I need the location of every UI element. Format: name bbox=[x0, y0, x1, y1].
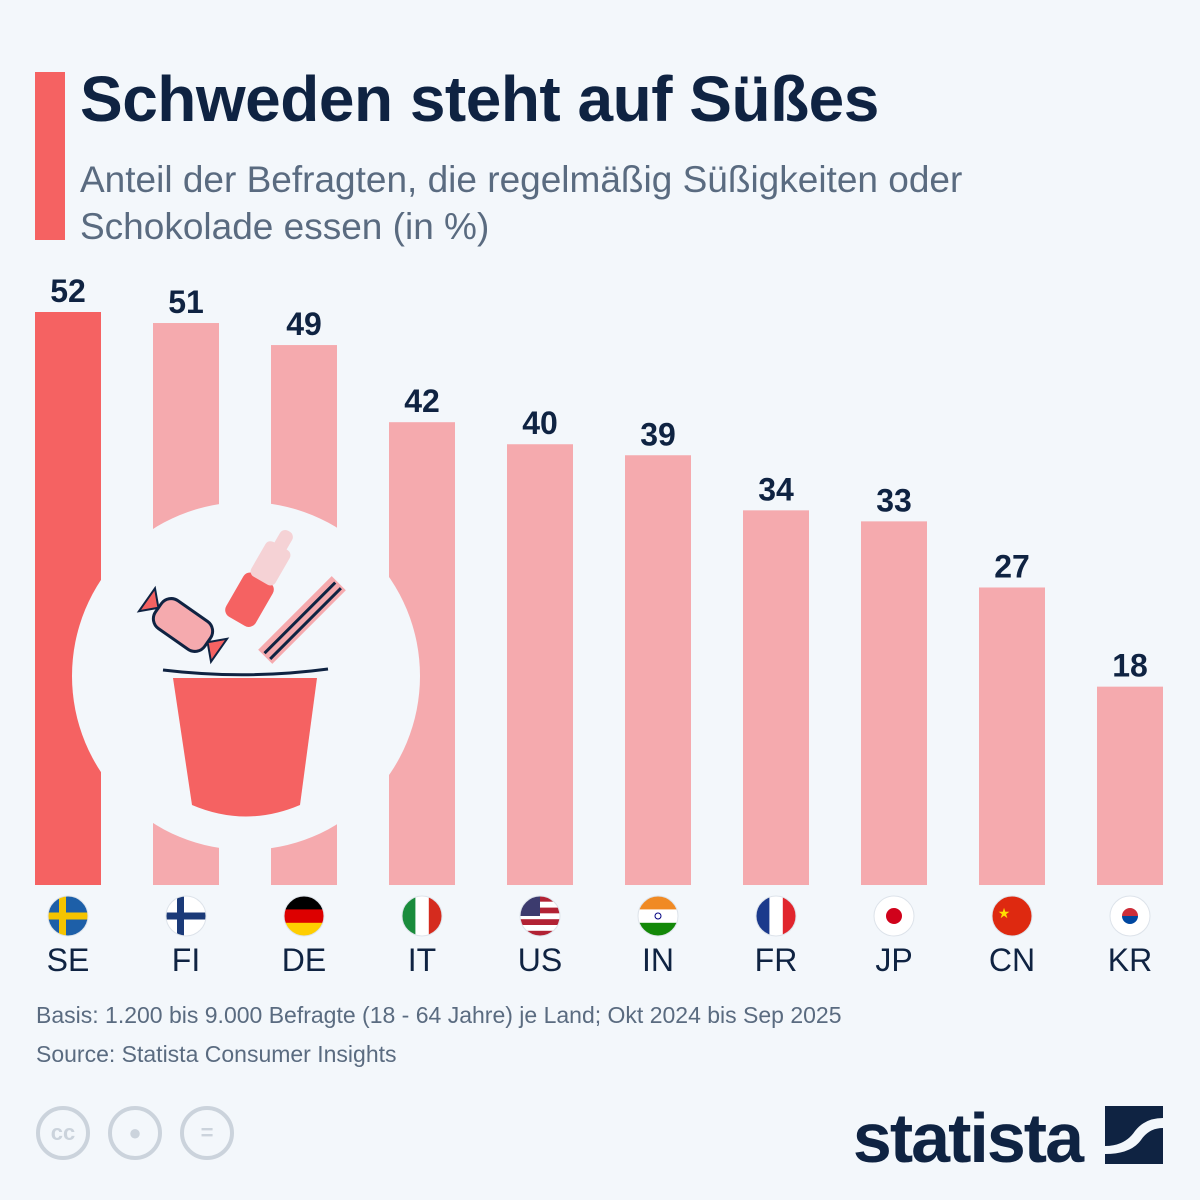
category-label-FI: FI bbox=[172, 942, 200, 978]
flag-jp-icon bbox=[873, 895, 915, 937]
category-label-IN: IN bbox=[642, 942, 674, 978]
bar-FR bbox=[743, 510, 809, 885]
statista-logo[interactable]: statista bbox=[852, 1099, 1084, 1177]
cc-license-icon[interactable]: cc bbox=[36, 1106, 90, 1160]
value-label-KR: 18 bbox=[1112, 648, 1148, 684]
bar-JP bbox=[861, 521, 927, 885]
flag-kr-icon bbox=[1109, 895, 1151, 937]
category-label-CN: CN bbox=[989, 942, 1035, 978]
page-title: Schweden steht auf Süßes bbox=[80, 63, 879, 135]
flag-us-icon bbox=[519, 895, 561, 937]
flag-cn-icon: ★ bbox=[991, 895, 1033, 937]
category-label-FR: FR bbox=[755, 942, 798, 978]
flag-fr-icon bbox=[755, 895, 797, 937]
bar-SE bbox=[35, 312, 101, 885]
bar-US bbox=[507, 444, 573, 885]
value-label-US: 40 bbox=[522, 405, 558, 441]
source-note: Source: Statista Consumer Insights bbox=[36, 1041, 397, 1067]
svg-text:★: ★ bbox=[998, 905, 1011, 921]
value-label-FR: 34 bbox=[758, 471, 794, 507]
value-label-IN: 39 bbox=[640, 416, 676, 452]
bar-CN bbox=[979, 587, 1045, 885]
equals-text: = bbox=[200, 1120, 214, 1145]
value-label-JP: 33 bbox=[876, 482, 912, 518]
subtitle: Anteil der Befragten, die regelmäßig Süß… bbox=[80, 159, 963, 247]
attribution-icon[interactable]: ● bbox=[108, 1106, 162, 1160]
candy-illustration bbox=[72, 502, 420, 850]
flag-se-icon bbox=[47, 895, 89, 937]
flag-de-icon bbox=[283, 895, 325, 937]
bar-chart: 52 SE 51 FI 49 DE 42 IT 40 US 39 IN 34 FR 33 JP 27 ★ CN 18 K… bbox=[35, 273, 1163, 978]
category-label-JP: JP bbox=[875, 942, 912, 978]
category-label-US: US bbox=[518, 942, 562, 978]
flag-it-icon bbox=[401, 895, 443, 937]
value-label-DE: 49 bbox=[286, 306, 322, 342]
category-label-KR: KR bbox=[1108, 942, 1152, 978]
bar-KR bbox=[1097, 686, 1163, 885]
bar-IN bbox=[625, 455, 691, 885]
value-label-CN: 27 bbox=[994, 548, 1030, 584]
value-label-FI: 51 bbox=[168, 284, 204, 320]
flag-fi-icon bbox=[165, 895, 207, 937]
no-derivatives-icon[interactable]: = bbox=[180, 1106, 234, 1160]
flag-in-icon bbox=[637, 895, 679, 937]
cc-text: cc bbox=[50, 1120, 76, 1145]
accent-bar bbox=[35, 72, 65, 240]
value-label-IT: 42 bbox=[404, 383, 440, 419]
basis-note: Basis: 1.200 bis 9.000 Befragte (18 - 64… bbox=[36, 1002, 842, 1028]
category-label-SE: SE bbox=[47, 942, 90, 978]
value-label-SE: 52 bbox=[50, 273, 86, 309]
statista-logo-mark-icon bbox=[1105, 1106, 1163, 1164]
category-label-DE: DE bbox=[282, 942, 326, 978]
category-label-IT: IT bbox=[408, 942, 436, 978]
